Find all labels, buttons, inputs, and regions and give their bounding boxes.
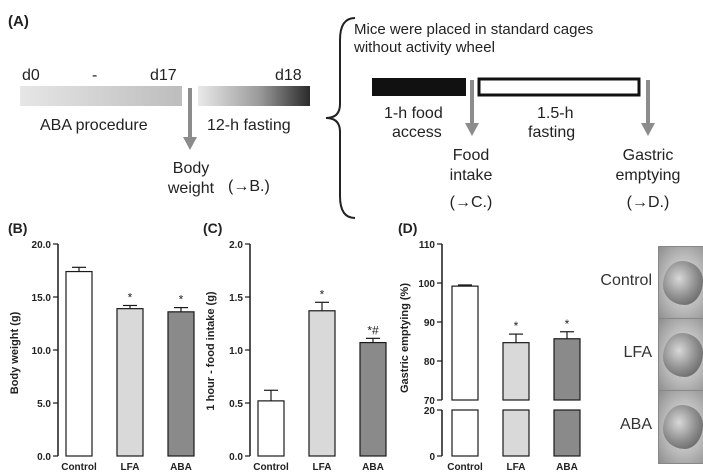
photo-row-lfa: LFA [576, 318, 703, 392]
body-weight-annotation-aba: * [179, 293, 184, 307]
gastric-ytick-label: 80 [424, 357, 436, 368]
fasting-12h-label: 12-h fasting [207, 117, 291, 134]
food-intake-bar-control [257, 400, 285, 457]
stomach-photo-aba [658, 390, 703, 464]
arrow-head-gastric [641, 123, 655, 136]
food-intake-ytick-label: 1.5 [229, 293, 243, 304]
photo-row-aba: ABA [576, 390, 703, 464]
body-weight-category-label-lfa: LFA [121, 462, 140, 473]
gastric-axis-break [434, 401, 599, 409]
food-access-line2: access [392, 124, 442, 141]
food-intake-bar-lfa [308, 310, 336, 457]
panel-label-a: (A) [8, 13, 29, 30]
food-intake-category-label-lfa: LFA [313, 462, 332, 473]
gastric-ytick-label: 100 [418, 279, 435, 290]
cages-line2: without activity wheel [353, 39, 495, 56]
aba-procedure-label: ABA procedure [40, 117, 148, 134]
stomach-organ-control [663, 261, 703, 305]
gastric-bar-lfa [502, 342, 530, 401]
gastric-line2: emptying [616, 167, 681, 184]
aba-procedure-bar [20, 86, 182, 106]
fasting-15h-line1: 1.5-h [537, 105, 573, 122]
gastric-category-label-control: Control [447, 462, 483, 473]
body-weight-ytick-label: 10.0 [32, 346, 52, 357]
stomach-photo-control [658, 246, 703, 320]
photo-label-control: Control [600, 272, 652, 289]
gastric-bar-aba [553, 338, 581, 401]
gastric-line1: Gastric [623, 147, 674, 164]
food-intake-ytick-label: 0.5 [229, 399, 243, 410]
food-intake-annotation-lfa: * [320, 287, 325, 301]
food-intake-category-label-aba: ABA [362, 462, 384, 473]
food-intake-line2: intake [450, 167, 493, 184]
gastric-category-label-lfa: LFA [507, 462, 526, 473]
arrow-head-food-intake [465, 123, 479, 136]
food-intake-ytick-label: 0.0 [229, 452, 243, 463]
body-weight-chart: (B) Body weight (g) 0.0 5.0 10.0 15.0 20.0 Co… [8, 220, 195, 473]
arrow-head-body-weight [183, 137, 197, 150]
photo-label-aba: ABA [619, 416, 652, 433]
gastric-ytick-label: 90 [424, 318, 436, 329]
gastric-ytick-label: 0 [429, 452, 435, 463]
ref-c: (→C.) [450, 194, 493, 211]
fasting-15h-bar [477, 77, 641, 97]
day-label-dash: - [92, 67, 97, 84]
food-intake-category-label-control: Control [253, 462, 289, 473]
body-weight-ytick-label: 20.0 [32, 240, 52, 251]
fasting-15h-line2: fasting [528, 124, 575, 141]
photo-row-control: Control [576, 246, 703, 320]
gastric-bar-lower-control [451, 409, 479, 457]
body-weight-bar-lfa [116, 308, 144, 457]
stomach-organ-aba [663, 405, 703, 449]
cages-line1: Mice were placed in standard cages [354, 21, 593, 38]
gastric-bar-control [451, 285, 479, 401]
day-label-d0: d0 [22, 67, 40, 84]
day-label-d17: d17 [150, 67, 177, 84]
ylabel-gastric-emptying: Gastric emptying (%) [399, 283, 411, 393]
stomach-photo-lfa [658, 318, 703, 392]
ylabel-food-intake: 1 hour - food intake (g) [205, 291, 217, 410]
food-intake-annotation-aba: *# [367, 323, 379, 337]
food-intake-chart: (C) 1 hour - food intake (g) 0.0 0.5 1.0 1.… [203, 220, 387, 473]
body-weight-category-label-aba: ABA [170, 462, 192, 473]
body-weight-annotation-lfa: * [128, 290, 133, 304]
gastric-ytick-label: 110 [419, 240, 436, 251]
fasting-gradient-bar [198, 86, 310, 106]
body-weight-category-label-control: Control [61, 462, 97, 473]
gastric-annotation-lfa: * [514, 319, 519, 333]
curly-brace [325, 17, 356, 219]
food-intake-ytick-label: 1.0 [229, 346, 243, 357]
body-weight-bar-control [65, 270, 93, 457]
body-weight-ytick-label: 15.0 [32, 293, 52, 304]
body-weight-ytick-label: 5.0 [37, 399, 51, 410]
food-intake-line1: Food [453, 147, 489, 164]
panel-label-d: (D) [398, 220, 417, 236]
gastric-annotation-aba: * [565, 317, 570, 331]
gastric-bar-lower-lfa [502, 409, 530, 457]
stomach-organ-lfa [663, 333, 703, 377]
food-intake-bar-aba [359, 341, 387, 457]
body-weight-bar-aba [167, 311, 195, 457]
panel-label-b: (B) [8, 220, 27, 236]
gastric-ytick-label: 70 [424, 396, 436, 407]
body-weight-ytick-label: 0.0 [37, 452, 51, 463]
body-weight-line1: Body [173, 160, 209, 177]
food-access-line1: 1-h food [384, 105, 443, 122]
photo-label-lfa: LFA [623, 344, 652, 361]
ref-d: (→D.) [627, 194, 670, 211]
gastric-ytick-label: 20 [424, 406, 436, 417]
ylabel-body-weight: Body weight (g) [9, 311, 21, 394]
food-access-bar [372, 78, 466, 96]
body-weight-line2: weight [167, 180, 215, 197]
food-intake-ytick-label: 2.0 [229, 240, 243, 251]
ref-b: (→B.) [228, 178, 270, 195]
gastric-bar-lower-aba [553, 409, 581, 457]
gastric-category-label-aba: ABA [556, 462, 578, 473]
panel-label-c: (C) [203, 220, 222, 236]
day-label-d18: d18 [275, 67, 302, 84]
